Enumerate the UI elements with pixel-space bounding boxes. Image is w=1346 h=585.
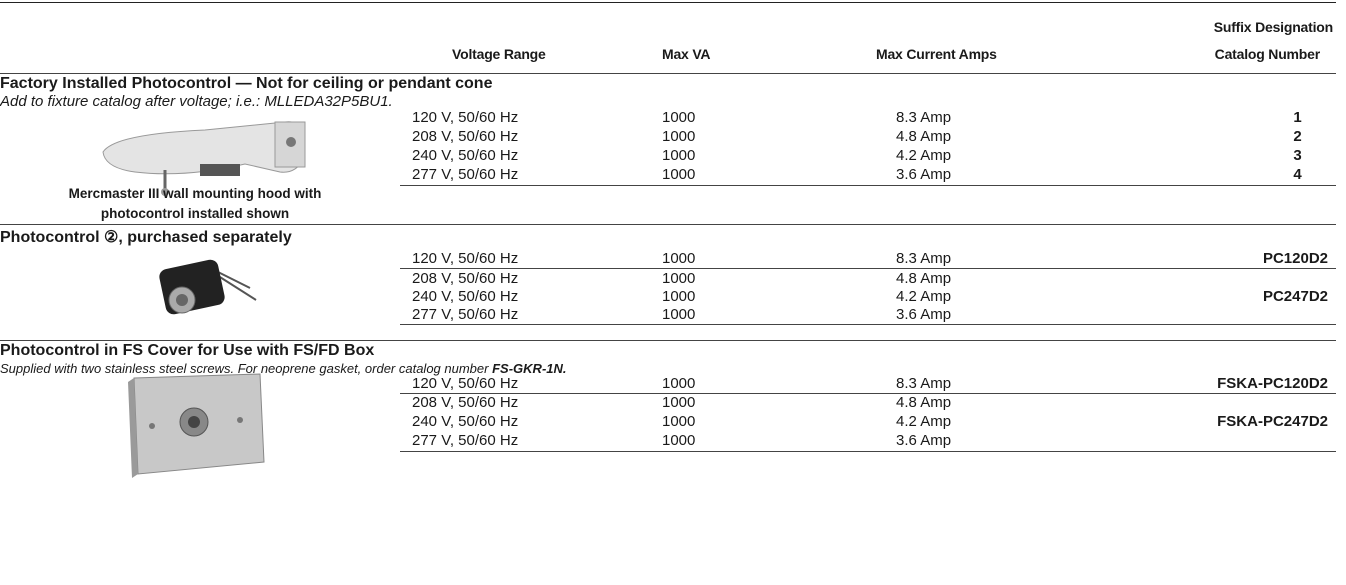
rule xyxy=(400,393,1336,394)
max-va: 1000 xyxy=(662,375,695,392)
voltage: 120 V, 50/60 Hz xyxy=(412,250,518,267)
catalog-number: 3 xyxy=(1250,147,1345,164)
voltage: 208 V, 50/60 Hz xyxy=(412,394,518,411)
column-header: Max VA xyxy=(662,46,710,62)
catalog-number: 4 xyxy=(1250,166,1345,183)
rule xyxy=(0,73,1336,74)
page: {"header": {"columns": ["Voltage Range",… xyxy=(0,0,1346,585)
section-title: Factory Installed Photocontrol — Not for… xyxy=(0,75,492,93)
rule xyxy=(0,340,1336,341)
column-header: Voltage Range xyxy=(452,46,546,62)
voltage: 277 V, 50/60 Hz xyxy=(412,306,518,323)
max-va: 1000 xyxy=(662,413,695,430)
section-title: Photocontrol ②, purchased separately xyxy=(0,227,292,247)
note-text: Supplied with two stainless steel screws… xyxy=(0,361,488,376)
max-va: 1000 xyxy=(662,250,695,267)
max-current: 4.2 Amp xyxy=(896,288,951,305)
max-current: 8.3 Amp xyxy=(896,109,951,126)
note-code: FS-GKR-1N. xyxy=(492,361,566,376)
catalog-number: 2 xyxy=(1250,128,1345,145)
voltage: 240 V, 50/60 Hz xyxy=(412,288,518,305)
max-va: 1000 xyxy=(662,166,695,183)
max-current: 4.8 Amp xyxy=(896,270,951,287)
photocontrol-image xyxy=(150,248,270,328)
catalog-number: PC247D2 xyxy=(1263,288,1328,305)
catalog-number: FSKA-PC120D2 xyxy=(1217,375,1328,392)
max-current: 8.3 Amp xyxy=(896,375,951,392)
max-va: 1000 xyxy=(662,109,695,126)
max-current: 3.6 Amp xyxy=(896,166,951,183)
section-title: Photocontrol in FS Cover for Use with FS… xyxy=(0,342,374,360)
max-current: 4.2 Amp xyxy=(896,413,951,430)
fs-cover-image xyxy=(120,370,270,482)
catalog-header: Suffix Designation xyxy=(1214,19,1333,35)
note-text: Add to fixture catalog after voltage; i.… xyxy=(0,93,393,110)
voltage: 208 V, 50/60 Hz xyxy=(412,270,518,287)
section-note: Supplied with two stainless steel screws… xyxy=(0,361,567,376)
voltage: 120 V, 50/60 Hz xyxy=(412,109,518,126)
rule xyxy=(400,451,1336,452)
max-current: 4.8 Amp xyxy=(896,128,951,145)
max-va: 1000 xyxy=(662,288,695,305)
voltage: 277 V, 50/60 Hz xyxy=(412,432,518,449)
voltage: 277 V, 50/60 Hz xyxy=(412,166,518,183)
catalog-number: FSKA-PC247D2 xyxy=(1217,413,1328,430)
catalog-header: Catalog Number xyxy=(1215,46,1320,62)
max-current: 8.3 Amp xyxy=(896,250,951,267)
max-current: 4.2 Amp xyxy=(896,147,951,164)
rule xyxy=(400,324,1336,325)
catalog-number: 1 xyxy=(1250,109,1345,126)
voltage: 120 V, 50/60 Hz xyxy=(412,375,518,392)
max-current: 3.6 Amp xyxy=(896,306,951,323)
max-current: 3.6 Amp xyxy=(896,432,951,449)
hood-image xyxy=(95,112,315,197)
rule xyxy=(400,185,1336,186)
max-va: 1000 xyxy=(662,147,695,164)
image-caption: photocontrol installed shown xyxy=(0,206,390,221)
voltage: 240 V, 50/60 Hz xyxy=(412,413,518,430)
max-va: 1000 xyxy=(662,432,695,449)
max-current: 4.8 Amp xyxy=(896,394,951,411)
max-va: 1000 xyxy=(662,394,695,411)
image-caption: Mercmaster III wall mounting hood with xyxy=(0,186,390,201)
rule xyxy=(400,268,1336,269)
max-va: 1000 xyxy=(662,128,695,145)
max-va: 1000 xyxy=(662,306,695,323)
column-header: Max Current Amps xyxy=(876,46,997,62)
max-va: 1000 xyxy=(662,270,695,287)
voltage: 240 V, 50/60 Hz xyxy=(412,147,518,164)
rule xyxy=(0,224,1336,225)
catalog-number: PC120D2 xyxy=(1263,250,1328,267)
rule xyxy=(0,2,1336,3)
voltage: 208 V, 50/60 Hz xyxy=(412,128,518,145)
section-note: Add to fixture catalog after voltage; i.… xyxy=(0,93,393,110)
